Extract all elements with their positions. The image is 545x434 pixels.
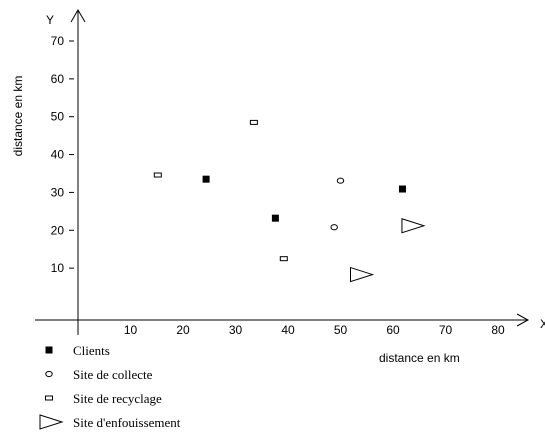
legend-marker-filled-square (45, 346, 53, 354)
x-tick-label: 50 (334, 323, 348, 337)
y-tick-label: 60 (51, 72, 65, 86)
x-tick-label: 60 (386, 323, 400, 337)
y-tick-label: 70 (51, 34, 65, 48)
point-open-rectangle (249, 119, 258, 125)
legend-label: Clients (73, 343, 110, 358)
legend-marker-open-triangle (39, 414, 64, 430)
data-points (153, 119, 426, 283)
legend: Clients Site de collecte Site de recyclage… (39, 343, 181, 430)
x-axis-arrow (516, 313, 530, 327)
legend-label: Site de collecte (73, 367, 153, 382)
legend-label: Site d'enfouissement (73, 415, 181, 430)
y-tick-label: 50 (51, 110, 65, 124)
x-axis-title: distance en km (379, 351, 460, 365)
point-open-circle (330, 224, 338, 231)
y-tick-label: 10 (51, 261, 65, 275)
point-open-triangle (350, 266, 375, 283)
x-tick-label: 40 (281, 323, 295, 337)
y-tick-label: 20 (51, 223, 65, 237)
point-open-rectangle (279, 256, 288, 262)
x-tick-label: 10 (124, 323, 138, 337)
y-tick-label: 40 (51, 148, 65, 162)
legend-marker-open-rectangle (45, 395, 53, 401)
y-tick-label: 30 (51, 185, 65, 199)
x-tick-label: 20 (176, 323, 190, 337)
legend-label: Site de recyclage (73, 391, 162, 406)
x-tick-label: 70 (439, 323, 453, 337)
point-filled-square (271, 214, 279, 222)
legend-marker-open-circle (45, 370, 53, 378)
point-filled-square (202, 175, 210, 183)
y-axis-arrow (70, 9, 86, 23)
x-tick-label: 30 (229, 323, 243, 337)
point-open-circle (336, 177, 345, 184)
y-axis-letter: Y (46, 13, 54, 27)
point-open-triangle (401, 218, 426, 234)
x-tick-label: 80 (491, 323, 505, 337)
tick-labels: 10 20 30 40 50 60 70 80 10 20 30 40 50 60 70 (51, 34, 505, 337)
point-open-rectangle (153, 172, 162, 178)
point-filled-square (398, 185, 406, 193)
x-axis-letter: X (540, 317, 545, 331)
y-axis-title: distance en km (11, 76, 25, 157)
